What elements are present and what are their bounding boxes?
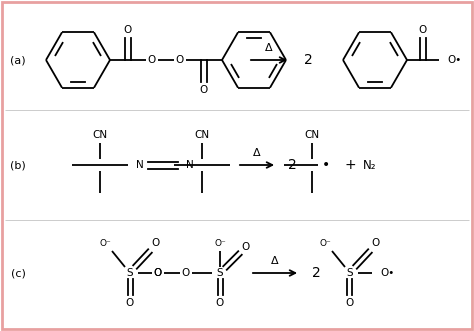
Text: O: O	[346, 298, 354, 308]
Text: O: O	[200, 85, 208, 95]
Text: O•: O•	[380, 268, 394, 278]
Text: Δ: Δ	[265, 43, 273, 53]
Text: N: N	[136, 160, 144, 170]
Text: N₂: N₂	[363, 159, 377, 171]
Text: CN: CN	[194, 130, 210, 140]
Text: (b): (b)	[10, 160, 26, 170]
Text: Δ: Δ	[253, 148, 261, 158]
Text: O: O	[216, 298, 224, 308]
Text: O•: O•	[447, 55, 461, 65]
Text: O: O	[154, 268, 162, 278]
Text: +: +	[344, 158, 356, 172]
Text: O: O	[182, 268, 190, 278]
Text: (c): (c)	[10, 268, 26, 278]
Text: CN: CN	[92, 130, 108, 140]
Text: O: O	[372, 238, 380, 248]
Text: O: O	[176, 55, 184, 65]
FancyBboxPatch shape	[2, 2, 472, 329]
Text: CN: CN	[304, 130, 319, 140]
Text: 2: 2	[304, 53, 312, 67]
Text: O⁻: O⁻	[214, 239, 226, 248]
Text: 2: 2	[311, 266, 320, 280]
Text: O⁻: O⁻	[319, 239, 331, 248]
Text: O: O	[124, 25, 132, 35]
Text: O: O	[419, 25, 427, 35]
Text: (a): (a)	[10, 55, 26, 65]
Text: O: O	[154, 268, 162, 278]
Text: O: O	[148, 55, 156, 65]
Text: O: O	[242, 242, 250, 252]
Text: S: S	[346, 268, 353, 278]
Text: Δ: Δ	[271, 256, 279, 266]
Text: N: N	[186, 160, 194, 170]
Text: O: O	[152, 238, 160, 248]
Text: 2: 2	[288, 158, 296, 172]
Text: S: S	[217, 268, 223, 278]
Text: •: •	[322, 158, 330, 172]
Text: O⁻: O⁻	[99, 239, 111, 248]
Text: S: S	[127, 268, 133, 278]
Text: O: O	[126, 298, 134, 308]
